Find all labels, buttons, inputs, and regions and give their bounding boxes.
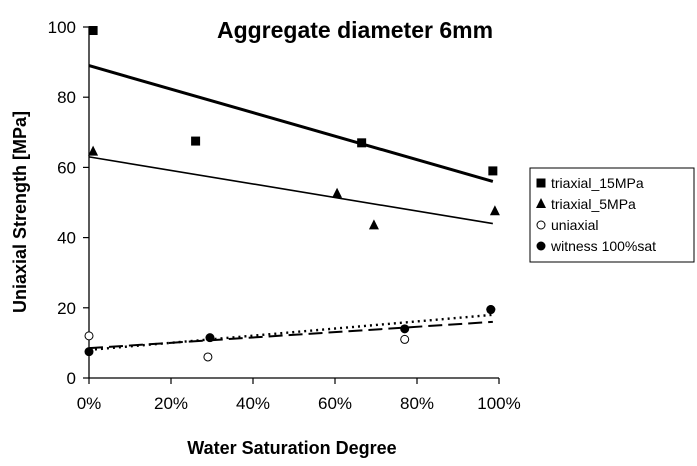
x-tick-label: 100% — [477, 394, 520, 413]
data-point-uniaxial — [400, 334, 410, 344]
trendline-triaxial-15mpa — [88, 64, 494, 183]
x-axis-title: Water Saturation Degree — [187, 438, 396, 458]
legend-box — [529, 167, 695, 263]
data-point-witness-100-sat — [486, 305, 496, 315]
data-point-triaxial-5mpa — [368, 219, 379, 230]
y-axis-title: Uniaxial Strength [MPa] — [10, 111, 30, 313]
x-tick-label: 20% — [154, 394, 188, 413]
data-point-triaxial-5mpa — [489, 205, 500, 216]
data-point-witness-100-sat — [205, 333, 215, 343]
legend-label-triaxial-15mpa: triaxial_15MPa — [551, 175, 644, 191]
data-point-triaxial-15mpa — [357, 138, 367, 148]
data-point-uniaxial — [203, 352, 213, 362]
legend-label-witness-100-sat: witness 100%sat — [550, 238, 656, 254]
legend-marker-uniaxial — [536, 220, 546, 230]
y-tick-label: 100 — [48, 18, 76, 37]
x-tick-label: 80% — [400, 394, 434, 413]
legend-marker-triaxial-15mpa — [536, 178, 546, 188]
data-point-uniaxial — [84, 331, 94, 341]
legend-label-triaxial-5mpa: triaxial_5MPa — [551, 196, 636, 212]
data-point-triaxial-5mpa — [332, 187, 343, 198]
y-tick-label: 40 — [57, 229, 76, 248]
x-tick-label: 60% — [318, 394, 352, 413]
x-tick-label: 40% — [236, 394, 270, 413]
data-point-triaxial-15mpa — [191, 136, 201, 146]
data-point-triaxial-15mpa — [88, 26, 98, 36]
chart-title: Aggregate diameter 6mm — [217, 17, 493, 43]
data-point-triaxial-5mpa — [88, 145, 99, 156]
y-tick-label: 0 — [67, 369, 76, 388]
y-tick-label: 80 — [57, 88, 76, 107]
legend-label-uniaxial: uniaxial — [551, 217, 598, 233]
trendline-triaxial-5mpa — [88, 156, 493, 225]
x-tick-label: 0% — [77, 394, 102, 413]
trendline-witness-100-sat — [88, 320, 493, 350]
legend: triaxial_15MPa triaxial_5MPa uniaxial witne… — [529, 167, 695, 263]
plot-area: 0 20 40 60 80 100 0% 20% 40% 60% 80% 100% — [48, 18, 521, 413]
data-point-witness-100-sat — [400, 324, 410, 334]
y-tick-label: 60 — [57, 158, 76, 177]
data-point-triaxial-15mpa — [488, 166, 498, 176]
data-point-witness-100-sat — [84, 347, 94, 357]
legend-marker-witness-100-sat — [536, 241, 546, 251]
legend-marker-triaxial-5mpa — [536, 198, 546, 208]
y-tick-label: 20 — [57, 299, 76, 318]
